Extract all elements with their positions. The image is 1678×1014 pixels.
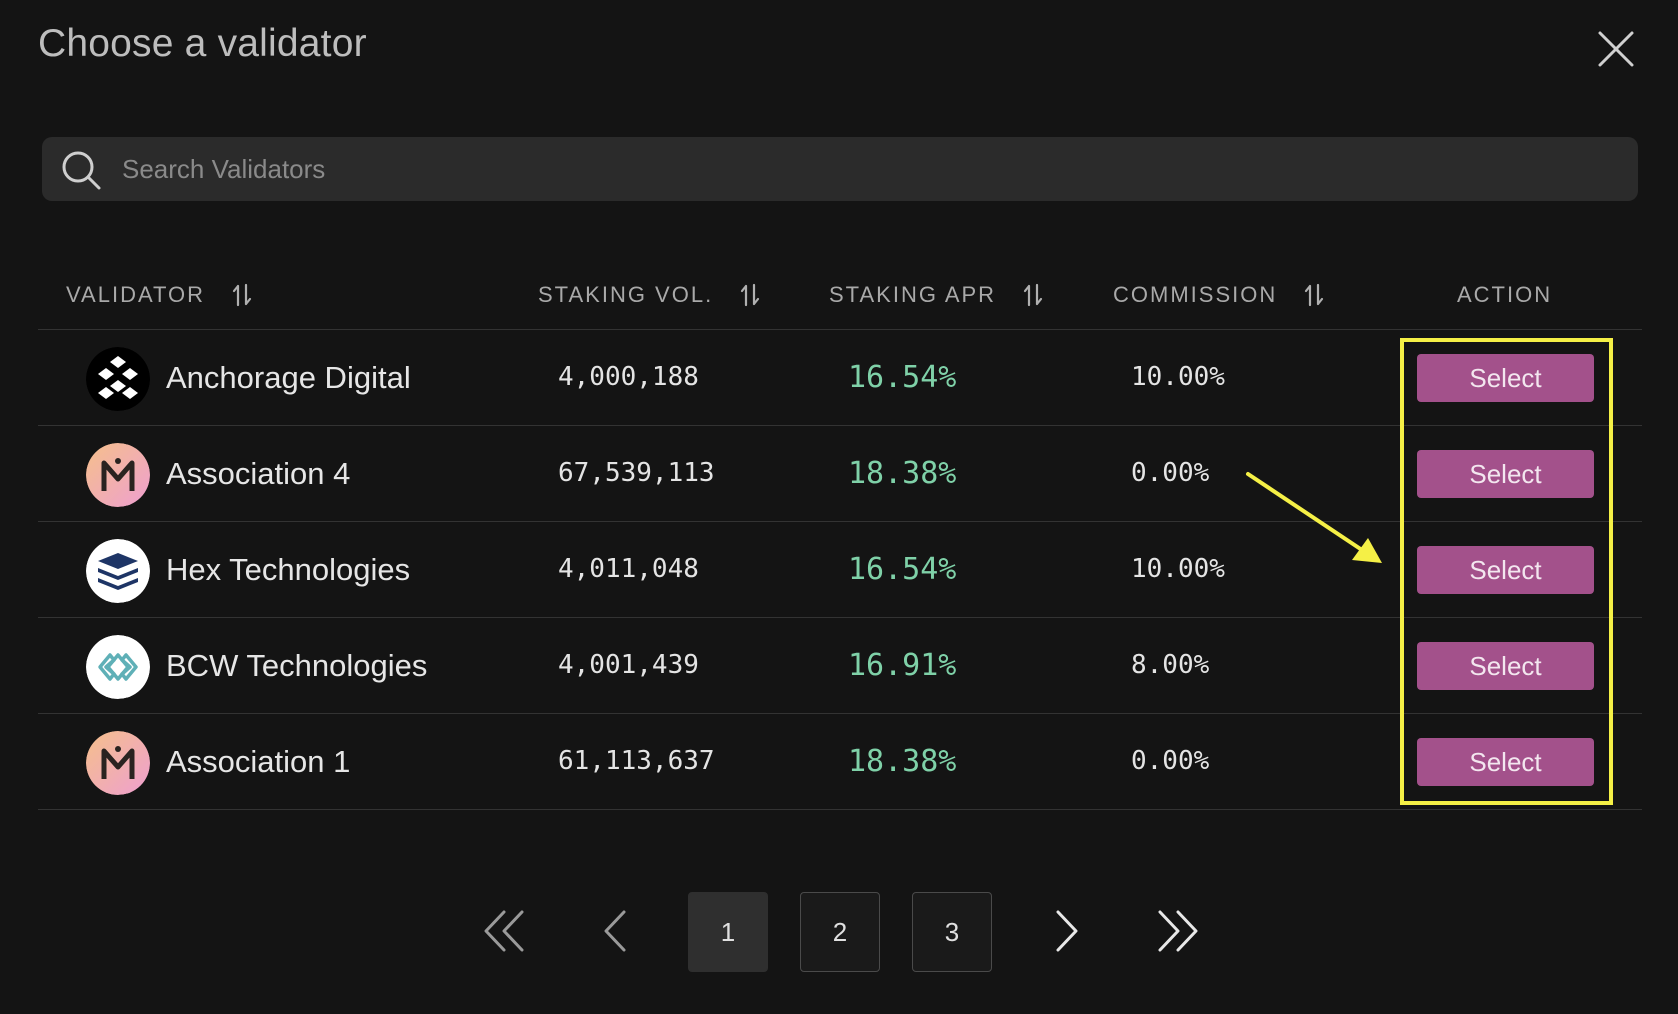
annotation-arrow-icon: [1246, 472, 1382, 563]
divider: [38, 329, 1642, 330]
header-action: ACTION: [1457, 282, 1552, 308]
first-page-icon[interactable]: [474, 906, 534, 956]
divider: [38, 713, 1642, 714]
next-page-icon[interactable]: [1036, 906, 1096, 956]
table-row: Association 4 67,539,113 18.38% 0.00% Se…: [38, 426, 1642, 522]
staking-apr: 16.54%: [848, 360, 957, 395]
staking-apr: 16.54%: [848, 552, 957, 587]
select-button[interactable]: Select: [1417, 450, 1594, 498]
header-action-label: ACTION: [1457, 282, 1553, 307]
header-commission-label: COMMISSION: [1113, 282, 1278, 307]
divider: [38, 617, 1642, 618]
sort-icon[interactable]: [1303, 283, 1325, 307]
header-validator-label: VALIDATOR: [66, 282, 206, 307]
sort-icon[interactable]: [739, 283, 761, 307]
table-row: BCW Technologies 4,001,439 16.91% 8.00% …: [38, 618, 1642, 714]
staking-apr: 18.38%: [848, 744, 957, 779]
select-button[interactable]: Select: [1417, 642, 1594, 690]
commission: 0.00%: [1131, 458, 1210, 488]
close-button[interactable]: [1596, 29, 1636, 69]
select-button[interactable]: Select: [1417, 738, 1594, 786]
header-staking-apr[interactable]: STAKING APR: [829, 282, 1044, 308]
divider: [38, 521, 1642, 522]
commission: 10.00%: [1131, 362, 1225, 392]
divider: [38, 425, 1642, 426]
table-row: Anchorage Digital 4,000,188 16.54% 10.00…: [38, 330, 1642, 426]
commission: 0.00%: [1131, 746, 1210, 776]
page-button-3[interactable]: 3: [912, 892, 992, 972]
table-row: Hex Technologies 4,011,048 16.54% 10.00%…: [38, 522, 1642, 618]
header-staking-vol[interactable]: STAKING VOL.: [538, 282, 761, 308]
divider: [38, 809, 1642, 810]
validator-name: Association 1: [166, 744, 351, 779]
search-icon: [62, 151, 101, 190]
bcw-logo-icon: [86, 635, 150, 699]
select-button[interactable]: Select: [1417, 546, 1594, 594]
page-button-2[interactable]: 2: [800, 892, 880, 972]
staking-vol: 4,000,188: [558, 362, 699, 392]
staking-vol: 4,001,439: [558, 650, 699, 680]
commission: 8.00%: [1131, 650, 1210, 680]
association-logo-icon: [86, 731, 150, 795]
page-button-1[interactable]: 1: [688, 892, 768, 972]
last-page-icon[interactable]: [1148, 906, 1208, 956]
header-staking-vol-label: STAKING VOL.: [538, 282, 714, 307]
prev-page-icon[interactable]: [586, 906, 646, 956]
annotation-highlight-box: [1400, 338, 1613, 805]
validator-name: Hex Technologies: [166, 552, 411, 587]
header-commission[interactable]: COMMISSION: [1113, 282, 1325, 308]
association-logo-icon: [86, 443, 150, 507]
validator-name: BCW Technologies: [166, 648, 428, 683]
staking-vol: 67,539,113: [558, 458, 715, 488]
modal-title: Choose a validator: [38, 22, 367, 65]
staking-apr: 16.91%: [848, 648, 957, 683]
header-validator[interactable]: VALIDATOR: [66, 282, 253, 308]
search-input[interactable]: [122, 137, 1622, 201]
validator-name: Association 4: [166, 456, 351, 491]
table-row: Association 1 61,113,637 18.38% 0.00% Se…: [38, 714, 1642, 810]
commission: 10.00%: [1131, 554, 1225, 584]
select-button[interactable]: Select: [1417, 354, 1594, 402]
search-bar[interactable]: [42, 137, 1638, 201]
staking-vol: 61,113,637: [558, 746, 715, 776]
hex-logo-icon: [86, 539, 150, 603]
sort-icon[interactable]: [1022, 283, 1044, 307]
staking-vol: 4,011,048: [558, 554, 699, 584]
close-icon: [1598, 31, 1634, 67]
header-staking-apr-label: STAKING APR: [829, 282, 997, 307]
anchorage-logo-icon: [86, 347, 150, 411]
validator-name: Anchorage Digital: [166, 360, 411, 395]
sort-icon[interactable]: [231, 283, 253, 307]
staking-apr: 18.38%: [848, 456, 957, 491]
